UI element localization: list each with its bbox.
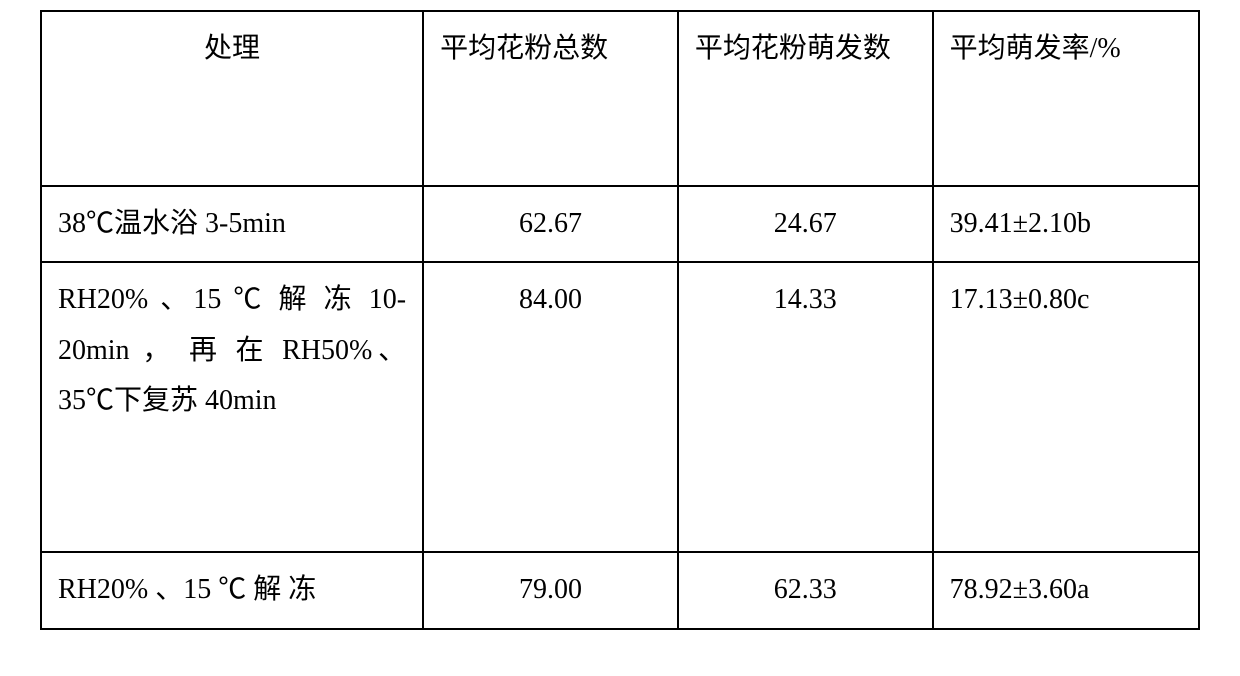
cell-germ-rate: 39.41±2.10b: [933, 186, 1199, 262]
cell-germ-rate: 17.13±0.80c: [933, 262, 1199, 552]
cell-avg-germ: 24.67: [678, 186, 933, 262]
header-treatment: 处理: [41, 11, 423, 186]
table-row: 38℃温水浴 3-5min 62.67 24.67 39.41±2.10b: [41, 186, 1199, 262]
cell-treatment: 38℃温水浴 3-5min: [41, 186, 423, 262]
header-avg-total: 平均花粉总数: [423, 11, 678, 186]
cell-avg-germ: 62.33: [678, 552, 933, 628]
cell-avg-germ: 14.33: [678, 262, 933, 552]
pollen-germination-table: 处理 平均花粉总数 平均花粉萌发数 平均萌发率/% 38℃温水浴 3-5min …: [40, 10, 1200, 630]
cell-avg-total: 79.00: [423, 552, 678, 628]
header-avg-germ: 平均花粉萌发数: [678, 11, 933, 186]
table-row: RH20% 、15 ℃ 解 冻 79.00 62.33 78.92±3.60a: [41, 552, 1199, 628]
table-header-row: 处理 平均花粉总数 平均花粉萌发数 平均萌发率/%: [41, 11, 1199, 186]
table-row: RH20% 、15 ℃ 解 冻 10-20min ， 再 在 RH50%、35℃…: [41, 262, 1199, 552]
cell-avg-total: 62.67: [423, 186, 678, 262]
cell-avg-total: 84.00: [423, 262, 678, 552]
cell-treatment: RH20% 、15 ℃ 解 冻 10-20min ， 再 在 RH50%、35℃…: [41, 262, 423, 552]
cell-treatment: RH20% 、15 ℃ 解 冻: [41, 552, 423, 628]
cell-germ-rate: 78.92±3.60a: [933, 552, 1199, 628]
header-germ-rate: 平均萌发率/%: [933, 11, 1199, 186]
